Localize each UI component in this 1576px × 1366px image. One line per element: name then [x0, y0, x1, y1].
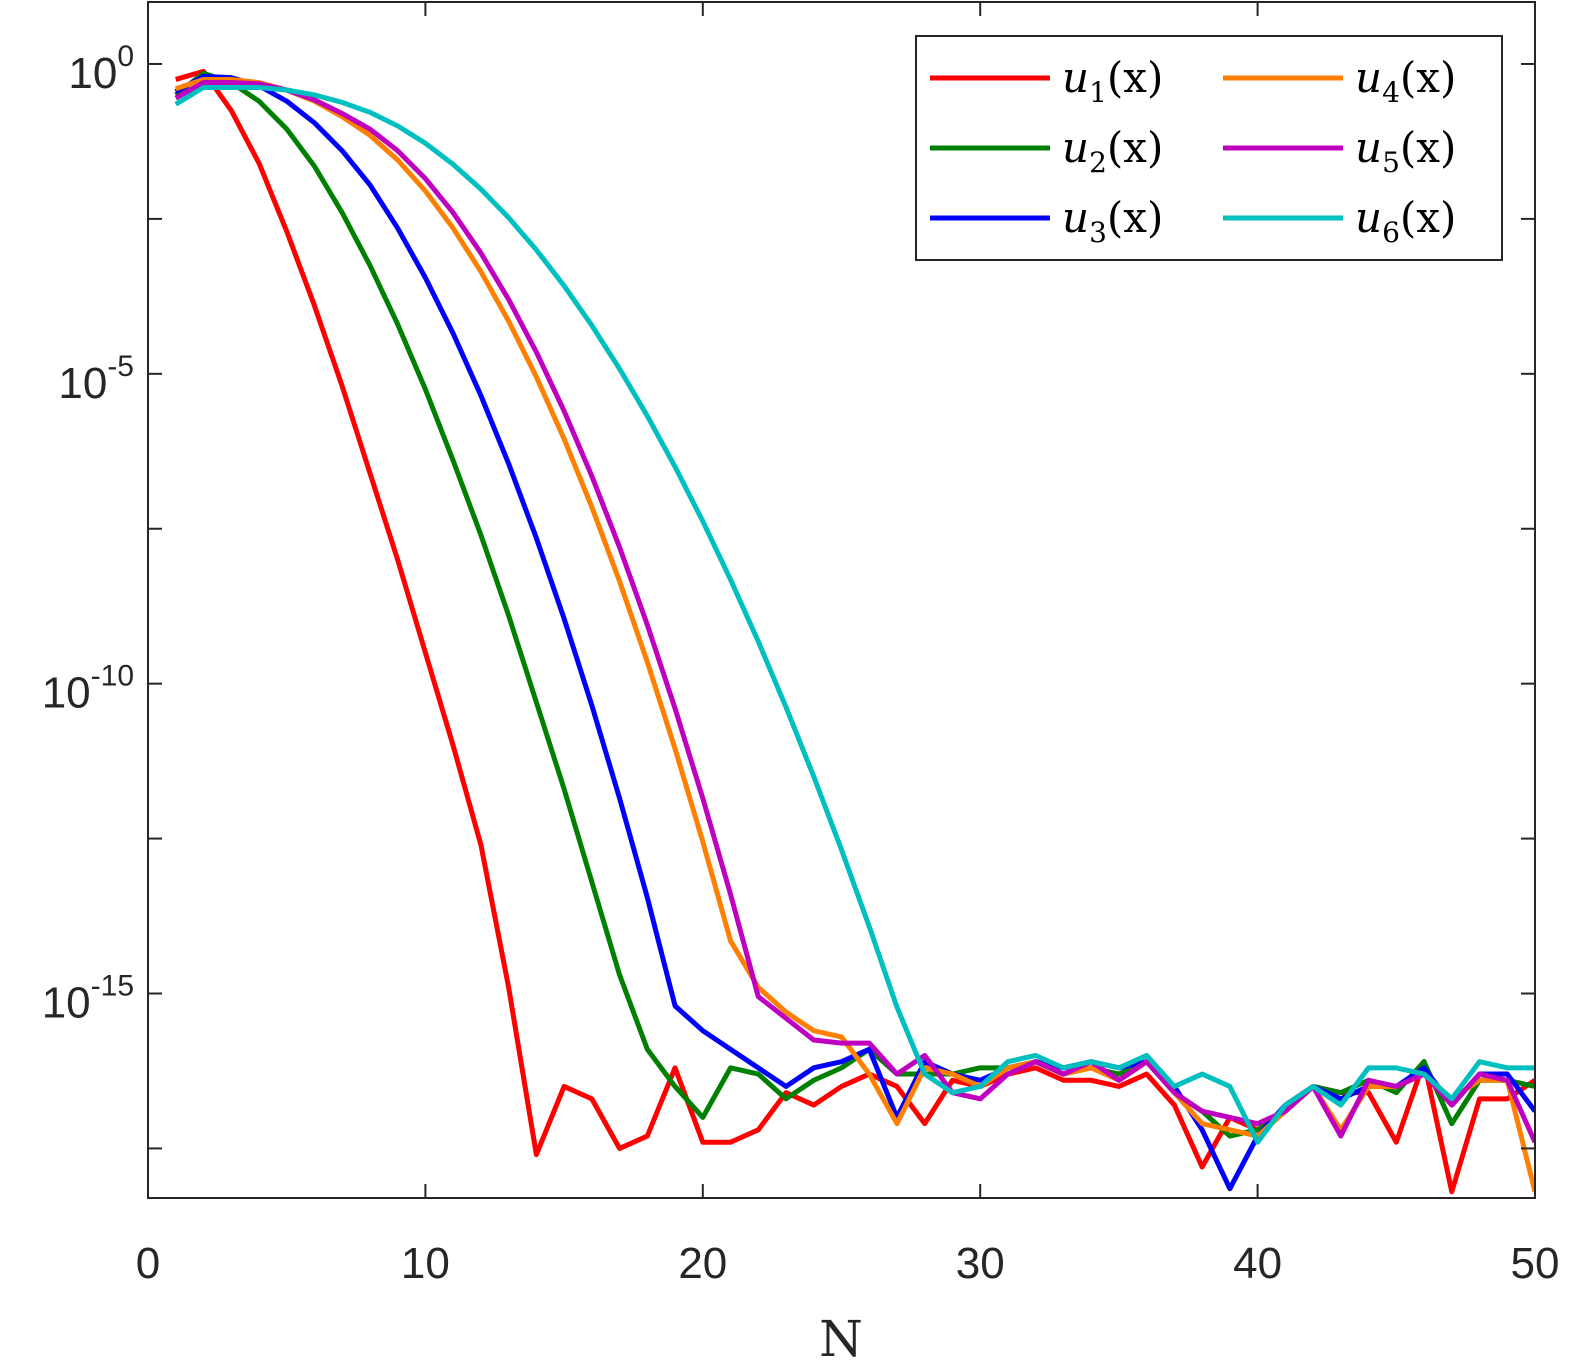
legend-label-u5: u5(x) — [1355, 123, 1456, 179]
legend-label-u1: u1(x) — [1062, 53, 1163, 109]
series-layer — [174, 68, 1535, 1195]
y-tick-label: 10-10 — [42, 660, 134, 718]
series-line-u6 — [174, 85, 1535, 1145]
legend-items: u1(x) u2(x) u3(x) u4(x) u5(x) u6(x) — [930, 53, 1456, 249]
x-tick-label: 0 — [136, 1239, 160, 1288]
x-tick-label: 10 — [401, 1239, 450, 1288]
x-tick-label: 20 — [678, 1239, 727, 1288]
legend-label-u3: u3(x) — [1062, 193, 1163, 249]
plot-frame — [147, 1, 1536, 1199]
y-tick-label: 10-5 — [58, 350, 134, 408]
legend-label-u4: u4(x) — [1355, 53, 1456, 109]
legend: u1(x) u2(x) u3(x) u4(x) u5(x) u6(x) — [915, 35, 1503, 261]
x-tick-label: 40 — [1233, 1239, 1282, 1288]
y-tick-label: 100 — [68, 40, 134, 98]
x-axis-title: N — [819, 1310, 863, 1366]
legend-label-u2: u2(x) — [1062, 123, 1163, 179]
y-tick-label: 10-15 — [42, 970, 134, 1028]
ticks-layer: 0 10 20 30 40 50 100 10-5 10-10 10-15 — [42, 2, 1560, 1288]
x-tick-label: 30 — [956, 1239, 1005, 1288]
legend-label-u6: u6(x) — [1355, 193, 1456, 249]
x-tick-label: 50 — [1511, 1239, 1560, 1288]
